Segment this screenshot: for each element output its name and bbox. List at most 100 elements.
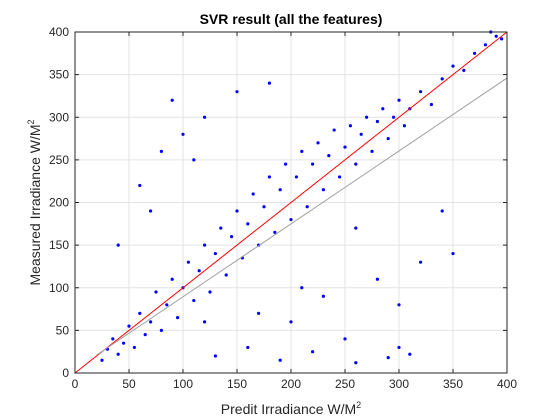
data-point [235, 90, 239, 94]
data-point [181, 132, 185, 136]
y-tick-label: 100 [49, 281, 69, 295]
y-tick-label: 200 [49, 196, 69, 210]
data-point [203, 115, 207, 119]
data-point [138, 311, 142, 315]
data-point [251, 192, 255, 196]
data-point [267, 81, 271, 85]
data-point [419, 260, 423, 264]
data-point [343, 145, 347, 149]
data-point [203, 243, 207, 247]
data-point [305, 205, 309, 209]
data-point [154, 290, 158, 294]
x-tick-label: 300 [389, 377, 409, 391]
fit-line [96, 77, 508, 356]
data-point [316, 141, 320, 145]
data-point [473, 51, 477, 55]
scatter-points [100, 30, 504, 365]
data-point [267, 175, 271, 179]
data-point [284, 162, 288, 166]
data-point [300, 149, 304, 153]
data-point [192, 298, 196, 303]
y-axis-label: Measured Irradiance W/M2 [26, 119, 43, 285]
data-point [197, 269, 201, 273]
data-point [354, 361, 358, 365]
data-point [381, 107, 385, 111]
data-point [462, 68, 466, 72]
data-point [327, 154, 331, 158]
data-point [143, 333, 147, 337]
data-point [375, 119, 379, 124]
data-point [392, 115, 396, 119]
y-tick-label: 150 [49, 238, 69, 252]
data-point [294, 175, 298, 179]
data-point [348, 124, 352, 128]
data-point [149, 320, 153, 324]
y-tick-label: 250 [49, 153, 69, 167]
data-point [494, 34, 498, 38]
data-point [365, 115, 369, 119]
data-point [138, 183, 142, 188]
data-point [132, 345, 136, 350]
data-point [230, 235, 234, 239]
data-point [170, 98, 174, 102]
data-point [397, 345, 401, 350]
data-point [311, 162, 315, 166]
data-point [408, 352, 412, 356]
data-point [224, 273, 228, 277]
data-point [149, 209, 153, 213]
data-point [257, 311, 261, 315]
data-point [343, 337, 347, 341]
data-point [246, 222, 250, 226]
x-axis-label: Predit Irradiance W/M2 [221, 400, 361, 417]
x-tick-label: 400 [497, 377, 517, 391]
data-point [116, 243, 120, 247]
y-axis-label-superscript: 2 [26, 119, 36, 124]
data-point [219, 226, 223, 230]
data-point [451, 252, 455, 256]
data-point [332, 128, 336, 132]
data-point [116, 352, 120, 356]
data-point [375, 277, 379, 281]
data-point [289, 320, 293, 324]
x-tick-label: 150 [227, 377, 247, 391]
data-point [122, 341, 126, 345]
data-point [451, 64, 455, 68]
data-point [165, 303, 169, 307]
data-point [278, 358, 282, 362]
data-point [246, 345, 250, 350]
data-point [203, 320, 207, 324]
data-point [213, 252, 217, 256]
data-point [500, 37, 504, 41]
data-point [262, 205, 266, 209]
x-tick-label: 350 [443, 377, 463, 391]
tick-labels: 0 50 100 150 200 250 300 350 400 0 50 100 150 200 250 3… [49, 25, 517, 391]
data-point [338, 175, 342, 179]
y-tick-label: 350 [49, 68, 69, 82]
x-tick-label: 200 [281, 377, 301, 391]
data-point [354, 226, 358, 230]
data-point [311, 350, 315, 354]
x-axis-label-superscript: 2 [356, 400, 361, 410]
data-point [397, 98, 401, 102]
data-point [402, 124, 406, 128]
data-point [386, 356, 390, 360]
x-tick-label: 100 [173, 377, 193, 391]
y-tick-label: 400 [49, 25, 69, 39]
data-point [370, 149, 374, 153]
data-point [176, 315, 180, 320]
data-point [159, 328, 163, 332]
data-point [300, 286, 304, 290]
data-point [429, 102, 433, 107]
data-point [273, 230, 277, 234]
x-tick-label: 0 [72, 377, 79, 391]
data-point [213, 354, 217, 358]
data-point [440, 77, 444, 81]
data-point [235, 209, 239, 213]
reference-lines [74, 31, 508, 374]
y-tick-label: 0 [62, 366, 69, 380]
data-point [192, 158, 196, 162]
data-point [440, 209, 444, 213]
y-tick-label: 50 [56, 323, 70, 337]
data-point [278, 188, 282, 192]
